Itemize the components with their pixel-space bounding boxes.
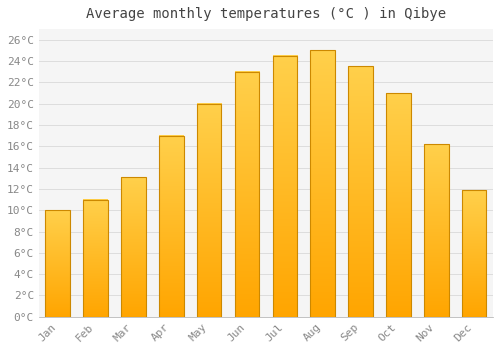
Bar [310, 50, 335, 317]
Bar [462, 190, 486, 317]
Bar [234, 72, 260, 317]
Bar [348, 66, 373, 317]
Bar [159, 136, 184, 317]
Bar [84, 199, 108, 317]
Bar [197, 104, 222, 317]
Bar [272, 56, 297, 317]
Bar [46, 210, 70, 317]
Title: Average monthly temperatures (°C ) in Qibye: Average monthly temperatures (°C ) in Qi… [86, 7, 446, 21]
Bar [424, 144, 448, 317]
Bar [121, 177, 146, 317]
Bar [386, 93, 410, 317]
